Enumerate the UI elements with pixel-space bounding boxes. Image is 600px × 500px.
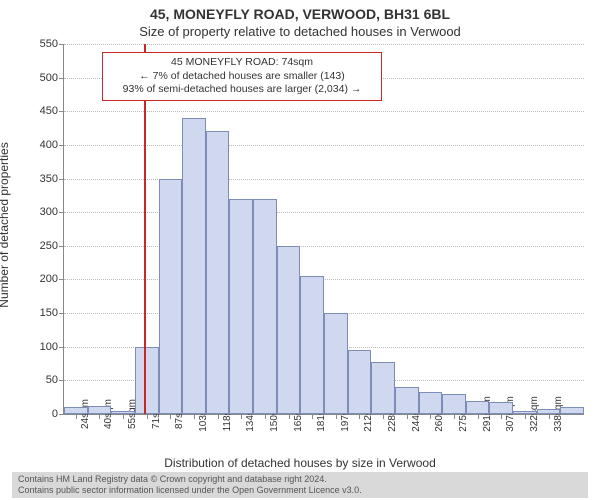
y-tick-label: 300	[40, 206, 64, 218]
gridline	[64, 44, 584, 45]
histogram-bar	[111, 411, 135, 414]
y-tick-label: 200	[40, 273, 64, 285]
y-tick-label: 250	[40, 240, 64, 252]
histogram-bar	[64, 407, 88, 414]
y-tick-label: 400	[40, 139, 64, 151]
gridline	[64, 279, 584, 280]
histogram-bar	[560, 407, 584, 414]
footer-line2: Contains public sector information licen…	[18, 485, 362, 495]
y-tick-label: 500	[40, 72, 64, 84]
annotation-line2: ← 7% of detached houses are smaller (143…	[111, 70, 373, 84]
y-tick-label: 100	[40, 341, 64, 353]
histogram-bar	[442, 394, 466, 414]
histogram-bar	[253, 199, 277, 414]
gridline	[64, 179, 584, 180]
plot-area: 05010015020025030035040045050055024sqm40…	[63, 44, 584, 415]
histogram-bar	[277, 246, 301, 414]
y-tick-label: 0	[52, 408, 64, 420]
gridline	[64, 145, 584, 146]
y-tick-label: 550	[40, 38, 64, 50]
x-tick-label: 322sqm	[525, 396, 540, 432]
y-tick-label: 50	[46, 374, 64, 386]
chart-title-address: 45, MONEYFLY ROAD, VERWOOD, BH31 6BL	[0, 6, 600, 22]
histogram-bar	[229, 199, 253, 414]
histogram-bar	[371, 362, 395, 414]
chart-subtitle: Size of property relative to detached ho…	[0, 24, 600, 39]
annotation-box: 45 MONEYFLY ROAD: 74sqm← 7% of detached …	[102, 52, 382, 101]
annotation-line1: 45 MONEYFLY ROAD: 74sqm	[111, 56, 373, 70]
histogram-bar	[466, 401, 490, 414]
y-tick-label: 150	[40, 307, 64, 319]
annotation-line3: 93% of semi-detached houses are larger (…	[111, 83, 373, 97]
histogram-bar	[182, 118, 206, 414]
histogram-bar	[395, 387, 419, 414]
histogram-bar	[489, 402, 513, 414]
x-tick-label: 40sqm	[99, 399, 114, 429]
gridline	[64, 212, 584, 213]
histogram-bar	[348, 350, 372, 414]
x-tick-label: 24sqm	[76, 399, 91, 429]
y-tick-label: 450	[40, 105, 64, 117]
y-tick-label: 350	[40, 173, 64, 185]
gridline	[64, 111, 584, 112]
histogram-bar	[135, 347, 159, 414]
histogram-bar	[513, 411, 537, 414]
chart-container: 45, MONEYFLY ROAD, VERWOOD, BH31 6BL Siz…	[0, 0, 600, 500]
histogram-bar	[537, 409, 561, 414]
histogram-bar	[206, 131, 230, 414]
histogram-bar	[88, 406, 112, 414]
histogram-bar	[159, 179, 183, 414]
attribution-footer: Contains HM Land Registry data © Crown c…	[12, 472, 588, 498]
gridline	[64, 246, 584, 247]
histogram-bar	[419, 392, 443, 414]
x-axis-label: Distribution of detached houses by size …	[0, 456, 600, 470]
y-axis-label: Number of detached properties	[0, 142, 11, 307]
histogram-bar	[300, 276, 324, 414]
histogram-bar	[324, 313, 348, 414]
x-tick-label: 338sqm	[549, 396, 564, 432]
footer-line1: Contains HM Land Registry data © Crown c…	[18, 474, 327, 484]
